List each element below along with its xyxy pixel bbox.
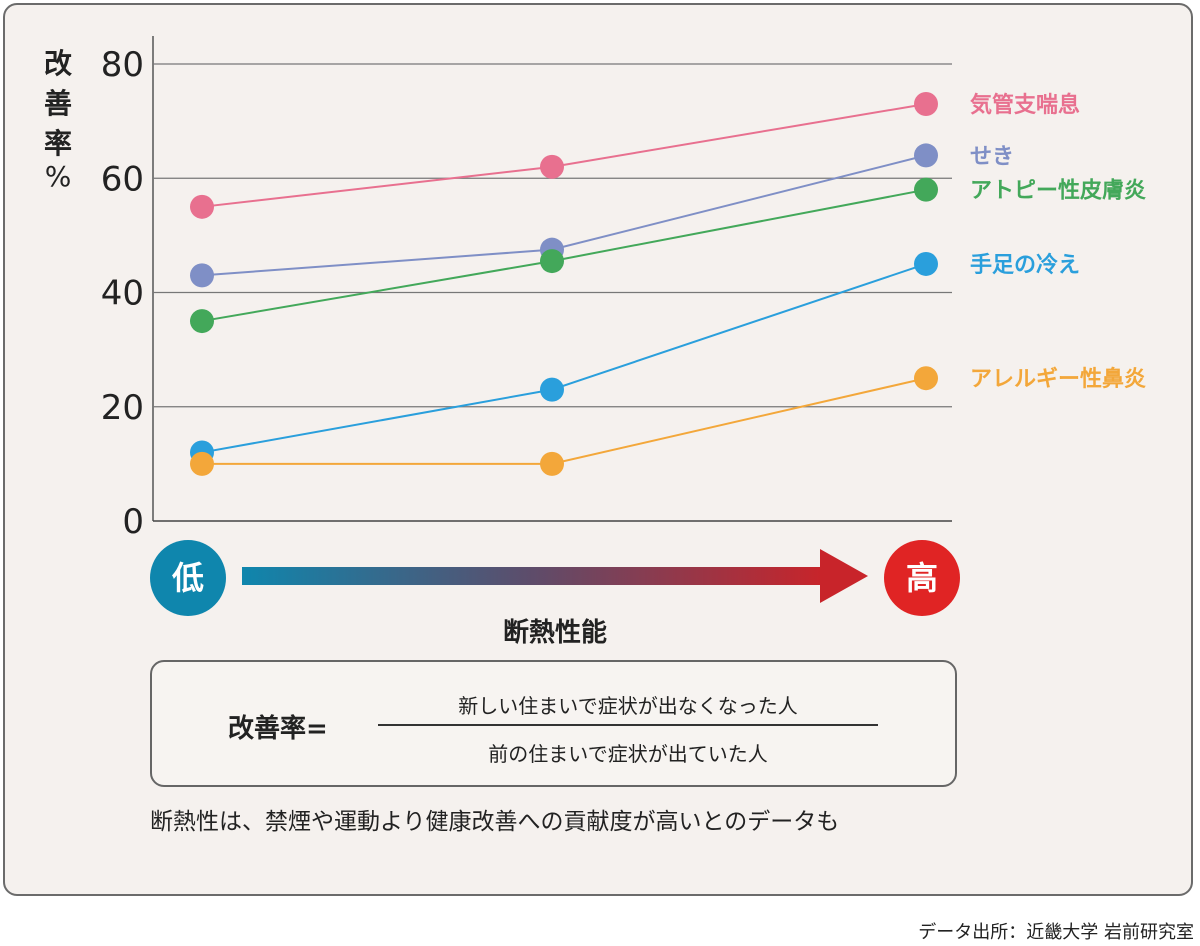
data-point-0-0: [190, 194, 214, 219]
series-line-4: [202, 377, 927, 465]
y-tick-label-20: 20: [101, 388, 144, 428]
series-label-4: アレルギー性鼻炎: [970, 366, 1146, 392]
data-point-4-2: [914, 366, 938, 391]
data-point-2-1: [540, 249, 564, 274]
y-tick-label-60: 60: [101, 159, 144, 199]
series-line-1: [201, 154, 927, 277]
y-axis-label-char-3: 率: [43, 127, 72, 160]
footnote: 断熱性は、禁煙や運動より健康改善への貢献度が高いとのデータも: [150, 809, 840, 835]
data-point-1-0: [190, 263, 214, 288]
formula-numerator: 新しい住まいで症状が出なくなった人: [458, 694, 798, 718]
data-point-3-1: [540, 377, 564, 402]
y-tick-label-0: 0: [122, 502, 144, 542]
y-axis-label-char-2: 善: [43, 87, 72, 120]
data-point-4-1: [540, 451, 564, 476]
series-label-2: アトピー性皮膚炎: [970, 178, 1146, 204]
data-point-3-2: [914, 251, 938, 276]
formula-denominator: 前の住まいで症状が出ていた人: [488, 742, 768, 766]
y-axis-label-char-1: 改: [43, 47, 72, 80]
y-tick-label-80: 80: [101, 45, 144, 85]
y-tick-label-40: 40: [101, 274, 144, 314]
fraction-bar: [378, 724, 878, 726]
series-label-3: 手足の冷え: [970, 252, 1080, 278]
formula-label: 改善率=: [228, 714, 328, 744]
low-badge: 低: [150, 540, 226, 616]
performance-arrow: [242, 549, 868, 603]
series-label-1: せき: [970, 144, 1014, 169]
data-point-0-2: [914, 91, 938, 116]
data-point-0-1: [540, 154, 564, 179]
series-line-0: [201, 103, 927, 208]
x-axis-title: 断熱性能: [502, 618, 607, 648]
data-point-4-0: [190, 451, 214, 476]
formula-box: [150, 660, 957, 787]
data-point-2-2: [914, 177, 938, 202]
y-axis-unit: %: [44, 160, 72, 193]
source-credit: データ出所：近畿大学 岩前研究室: [918, 922, 1194, 943]
high-badge: 高: [884, 540, 960, 616]
data-point-1-2: [914, 143, 938, 168]
series-label-0: 気管支喘息: [970, 92, 1080, 118]
data-point-2-0: [190, 309, 214, 334]
